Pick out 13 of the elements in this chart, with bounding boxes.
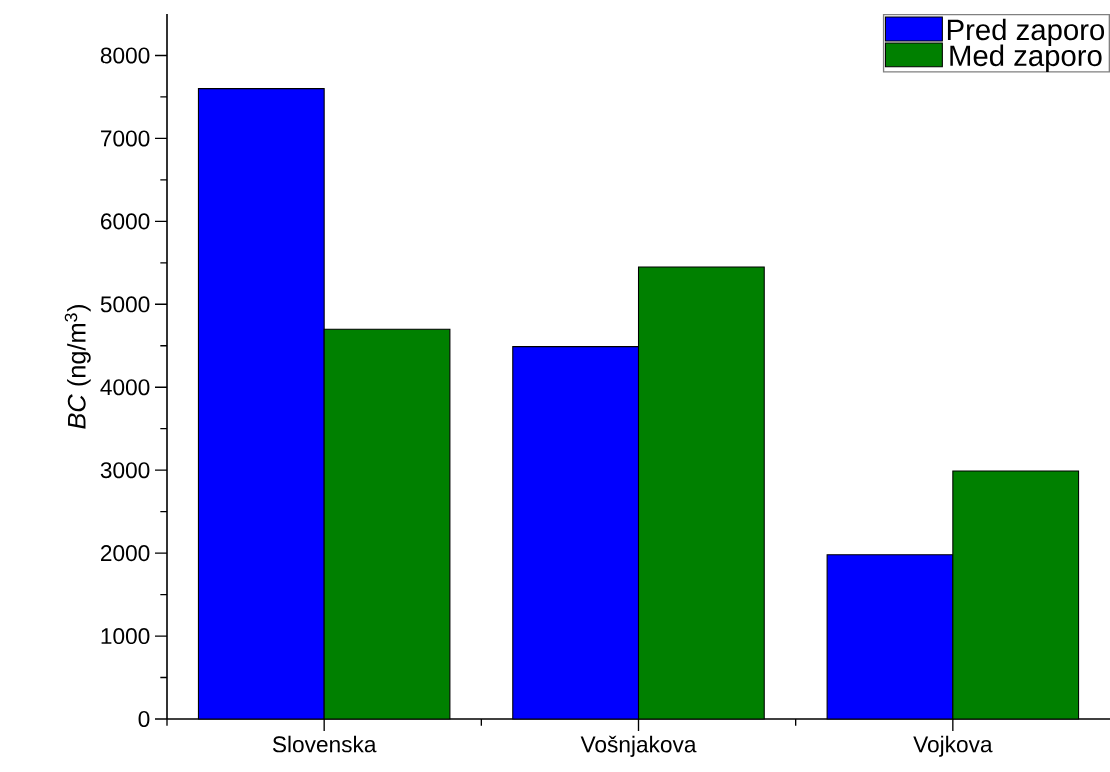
y-axis-title: BC (ng/m$^{3}$) — [64, 305, 91, 429]
x-tick-label: Vošnjakova — [580, 735, 697, 757]
y-tick-label: 7000 — [101, 130, 150, 147]
y-tick-label: 6000 — [101, 213, 150, 230]
x-tick-label: Vojkova — [913, 735, 993, 757]
x-tick-label: Slovenska — [272, 735, 377, 753]
y-tick-label: 1000 — [101, 628, 150, 645]
y-tick-label: 3000 — [100, 462, 150, 479]
y-tick-label: 5000 — [100, 296, 150, 313]
y-tick-label: 4000 — [100, 379, 150, 396]
y-tick-label: 2000 — [101, 545, 150, 562]
y-tick-label: 8000 — [100, 47, 150, 64]
y-tick-label: 0 — [138, 710, 150, 728]
